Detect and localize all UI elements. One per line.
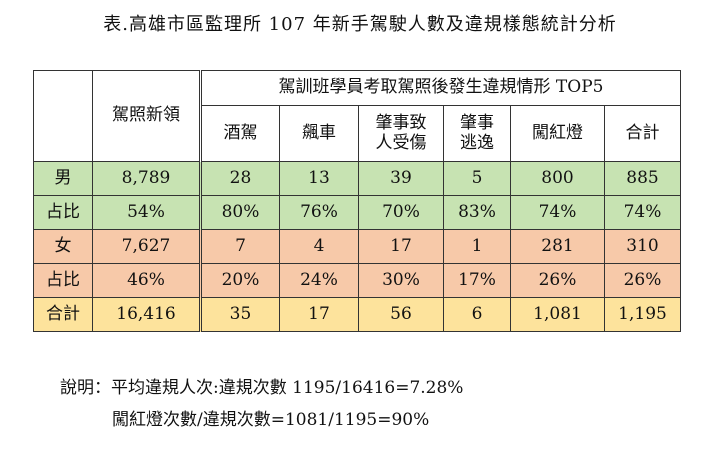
table-cell: 80% <box>200 195 280 230</box>
table-row: 占比 54% 80% 76% 70% 83% 74% 74% <box>33 195 681 230</box>
table-cell: 5 <box>443 161 511 196</box>
row-label: 合計 <box>33 297 93 332</box>
table-cell: 83% <box>443 195 511 230</box>
table-cell: 7,627 <box>92 229 202 264</box>
row-label: 占比 <box>33 195 93 230</box>
table-cell: 17 <box>279 297 359 332</box>
table-cell: 13 <box>279 161 359 196</box>
header-col: 酒駕 <box>200 105 280 162</box>
table-cell: 7 <box>200 229 280 264</box>
header-violation-group: 駕訓班學員考取駕照後發生違規情形 TOP5 <box>200 70 681 106</box>
header-col: 飆車 <box>279 105 359 162</box>
table-cell: 74% <box>510 195 605 230</box>
header-col: 肇事致 人受傷 <box>358 105 444 162</box>
table-cell: 26% <box>604 263 681 298</box>
table-cell: 1 <box>443 229 511 264</box>
table-cell: 46% <box>92 263 202 298</box>
table-cell: 4 <box>279 229 359 264</box>
table-row: 占比 46% 20% 24% 30% 17% 26% 26% <box>33 263 681 298</box>
table-cell: 56 <box>358 297 444 332</box>
table-title: 表.高雄市區監理所 107 年新手駕駛人數及違規樣態統計分析 <box>103 14 617 35</box>
table-cell: 35 <box>200 297 280 332</box>
table-cell: 8,789 <box>92 161 202 196</box>
header-col: 合計 <box>604 105 681 162</box>
table-cell: 310 <box>604 229 681 264</box>
table-cell: 24% <box>279 263 359 298</box>
row-label: 男 <box>33 161 93 196</box>
header-col: 肇事 逃逸 <box>443 105 511 162</box>
table-cell: 26% <box>510 263 605 298</box>
table-row: 男 8,789 28 13 39 5 800 885 <box>33 161 681 196</box>
table-cell: 30% <box>358 263 444 298</box>
table-cell: 885 <box>604 161 681 196</box>
header-col: 闖紅燈 <box>510 105 605 162</box>
table-cell: 1,081 <box>510 297 605 332</box>
table-cell: 1,195 <box>604 297 681 332</box>
table-cell: 800 <box>510 161 605 196</box>
table-row: 合計 16,416 35 17 56 6 1,081 1,195 <box>33 297 681 332</box>
table-cell: 281 <box>510 229 605 264</box>
note-line-2: 闖紅燈次數/違規次數=1081/1195=90% <box>112 410 430 430</box>
note-line-1: 說明：平均違規人次:違規次數 1195/16416=7.28% <box>60 378 464 398</box>
table-cell: 6 <box>443 297 511 332</box>
corner-cell <box>33 70 93 162</box>
table-cell: 74% <box>604 195 681 230</box>
row-label: 占比 <box>33 263 93 298</box>
table-row: 女 7,627 7 4 17 1 281 310 <box>33 229 681 264</box>
table-cell: 28 <box>200 161 280 196</box>
table-cell: 70% <box>358 195 444 230</box>
table-cell: 76% <box>279 195 359 230</box>
table-cell: 17 <box>358 229 444 264</box>
table-cell: 54% <box>92 195 202 230</box>
table-cell: 16,416 <box>92 297 202 332</box>
row-label: 女 <box>33 229 93 264</box>
table-cell: 20% <box>200 263 280 298</box>
statistics-table: 駕照新領 駕訓班學員考取駕照後發生違規情形 TOP5 酒駕 飆車 肇事致 人受傷… <box>33 70 681 332</box>
table-cell: 39 <box>358 161 444 196</box>
table-cell: 17% <box>443 263 511 298</box>
notes: 說明：平均違規人次:違規次數 1195/16416=7.28% 闖紅燈次數/違規… <box>60 372 463 436</box>
header-license: 駕照新領 <box>92 70 202 162</box>
